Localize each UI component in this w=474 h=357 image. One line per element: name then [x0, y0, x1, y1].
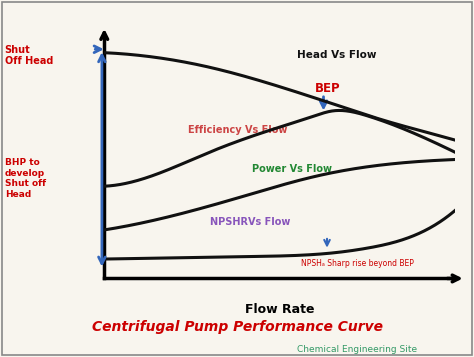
Text: Head Vs Flow: Head Vs Flow: [297, 50, 377, 60]
Text: BHP to
develop
Shut off
Head: BHP to develop Shut off Head: [5, 159, 46, 198]
Text: Centrifugal Pump Performance Curve: Centrifugal Pump Performance Curve: [91, 320, 383, 334]
Text: NPSHₐ Sharp rise beyond BEP: NPSHₐ Sharp rise beyond BEP: [301, 259, 414, 268]
Text: Efficiency Vs Flow: Efficiency Vs Flow: [189, 125, 288, 135]
Text: Power Vs Flow: Power Vs Flow: [252, 164, 332, 174]
Text: Chemical Engineering Site: Chemical Engineering Site: [297, 345, 417, 355]
Text: NPSHRVs Flow: NPSHRVs Flow: [210, 217, 290, 227]
Text: Shut
Off Head: Shut Off Head: [5, 45, 53, 66]
Text: Flow Rate: Flow Rate: [245, 303, 314, 316]
Text: BEP: BEP: [315, 81, 340, 95]
